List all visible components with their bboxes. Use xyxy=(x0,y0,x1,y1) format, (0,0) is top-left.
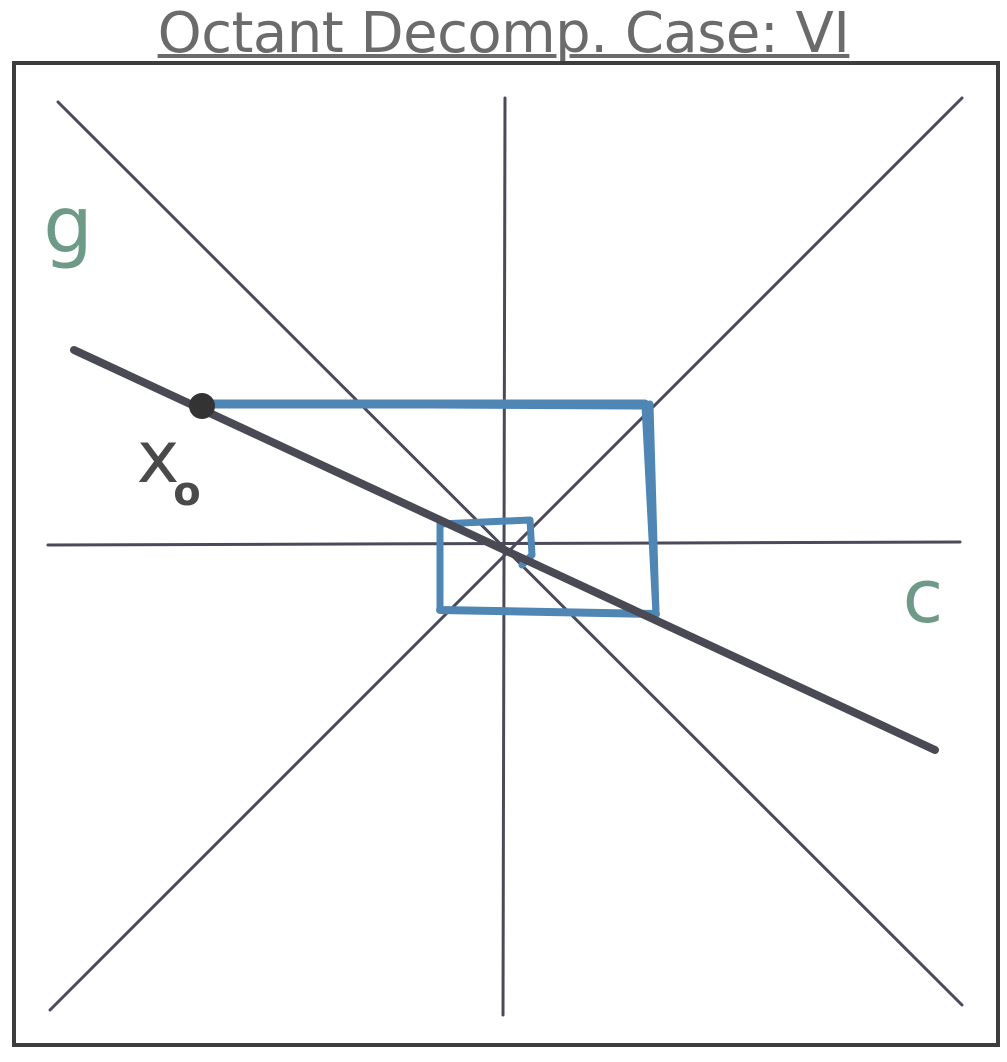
large-box xyxy=(199,400,660,618)
large-box-right-edge xyxy=(646,400,660,618)
horizontal-axis-label: c xyxy=(903,554,944,640)
diagram-title: Octant Decomp. Case: VI xyxy=(157,1,850,66)
start-point-marker xyxy=(189,393,215,419)
large-box-bottom-edge xyxy=(436,606,660,618)
start-point-label: x xyxy=(137,415,180,499)
diagram-frame xyxy=(12,61,1000,1047)
octant-guide-lines xyxy=(46,96,964,1017)
horizontal-axis-line xyxy=(46,540,962,547)
vertical-axis-line xyxy=(501,96,507,1017)
blue-boxes xyxy=(198,399,660,618)
vertical-axis-label: g xyxy=(43,181,93,271)
start-point-label-subscript: o xyxy=(173,469,200,515)
trajectory-line xyxy=(70,346,939,754)
